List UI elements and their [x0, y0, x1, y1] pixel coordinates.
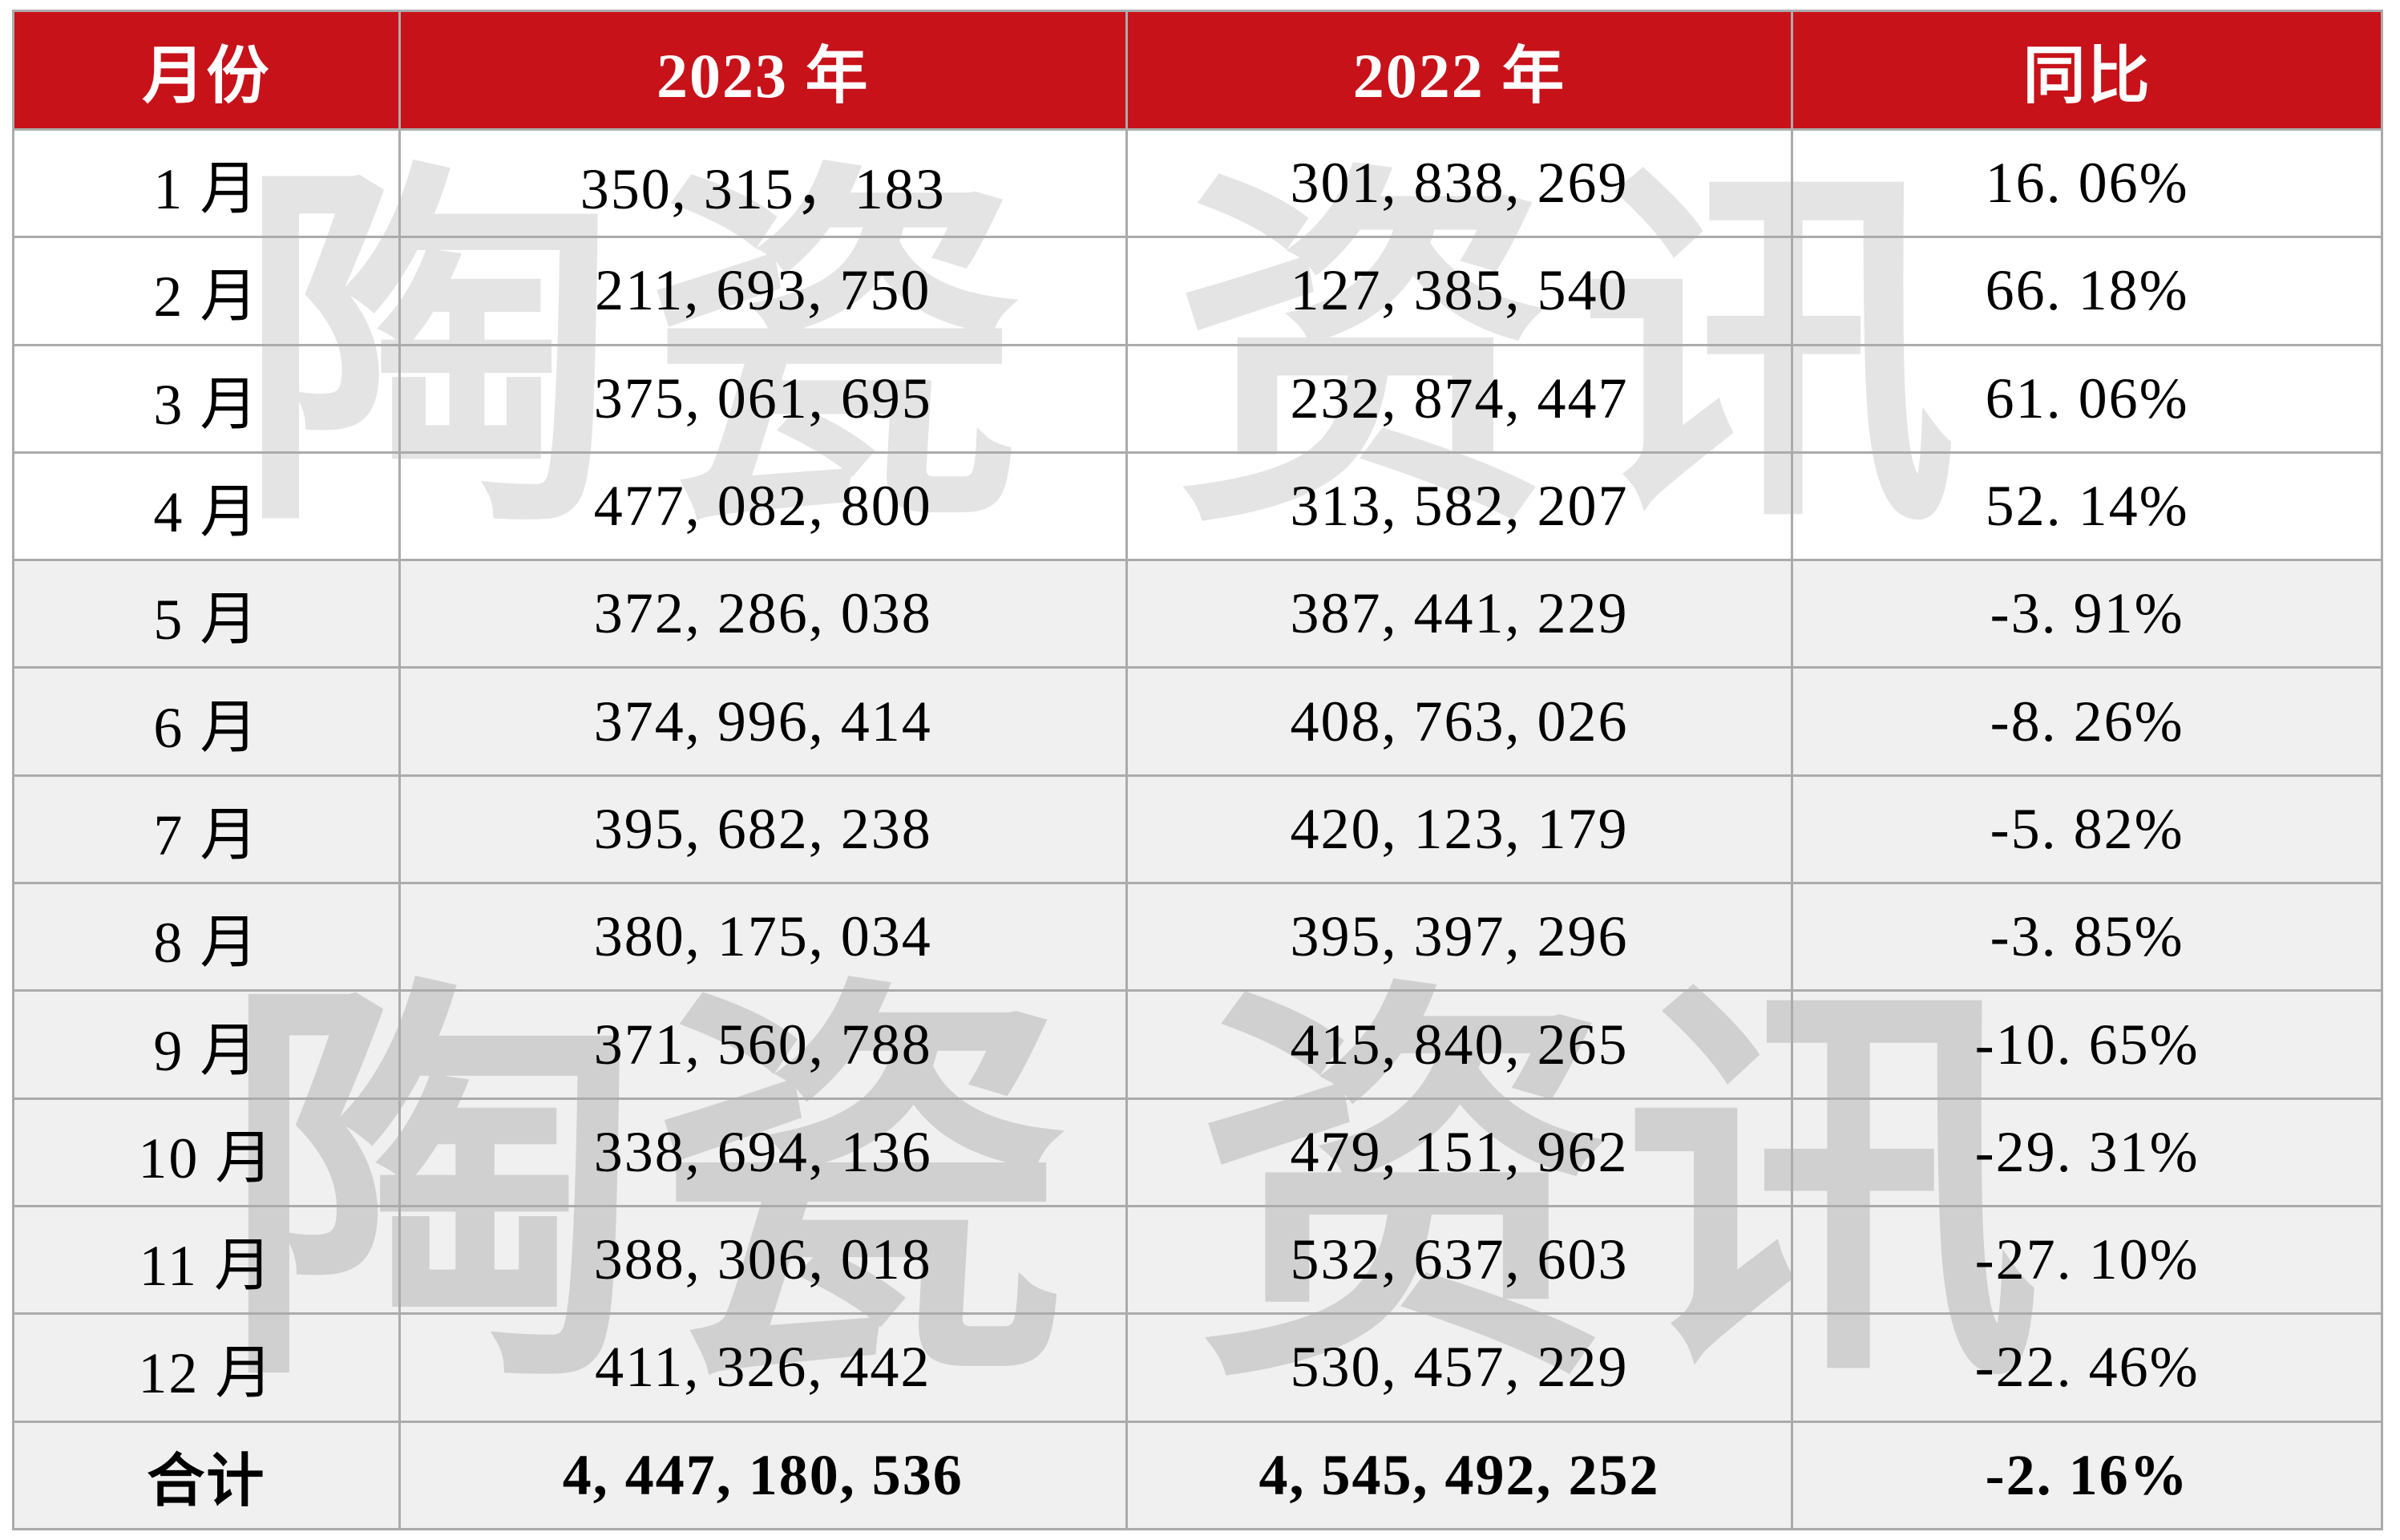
value-2023-cell: 372, 286, 038 — [398, 559, 1128, 669]
table-row: 12 月 411, 326, 442 530, 457, 229 -22. 46% — [12, 1312, 2383, 1423]
yoy-cell: -3. 91% — [1791, 559, 2383, 669]
table-row: 1 月 350, 315，183 301, 838, 269 16. 06% — [12, 127, 2383, 239]
yoy-cell: 52. 14% — [1791, 451, 2383, 562]
month-cell: 5 月 — [12, 559, 401, 669]
month-cell: 11 月 — [12, 1204, 401, 1316]
month-cell: 2 月 — [12, 236, 401, 346]
value-2023-cell: 395, 682, 238 — [398, 774, 1128, 885]
table-row: 10 月 338, 694, 136 479, 151, 962 -29. 31% — [12, 1097, 2383, 1207]
value-2022-cell: 313, 582, 207 — [1125, 451, 1794, 562]
value-2023-cell: 338, 694, 136 — [398, 1097, 1128, 1207]
table-body: 1 月 350, 315，183 301, 838, 269 16. 06% 2 月 21… — [12, 127, 2383, 1531]
column-header-2022: 2022 年 — [1125, 10, 1794, 131]
month-cell: 6 月 — [12, 666, 401, 777]
value-2023-cell: 374, 996, 414 — [398, 666, 1128, 777]
table-row: 8 月 380, 175, 034 395, 397, 296 -3. 85% — [12, 882, 2383, 992]
table-row: 2 月 211, 693, 750 127, 385, 540 66. 18% — [12, 236, 2383, 346]
table-row: 9 月 371, 560, 788 415, 840, 265 -10. 65% — [12, 989, 2383, 1100]
value-2023-cell: 411, 326, 442 — [398, 1312, 1128, 1423]
value-2022-cell: 4, 545, 492, 252 — [1125, 1420, 1794, 1531]
table-row: 6 月 374, 996, 414 408, 763, 026 -8. 26% — [12, 666, 2383, 777]
month-cell: 8 月 — [12, 882, 401, 992]
value-2022-cell: 408, 763, 026 — [1125, 666, 1794, 777]
month-cell: 1 月 — [12, 127, 401, 239]
column-header-month: 月份 — [12, 10, 401, 131]
value-2023-cell: 380, 175, 034 — [398, 882, 1128, 992]
value-2022-cell: 415, 840, 265 — [1125, 989, 1794, 1100]
yoy-cell: -8. 26% — [1791, 666, 2383, 777]
month-cell: 4 月 — [12, 451, 401, 562]
value-2022-cell: 530, 457, 229 — [1125, 1312, 1794, 1423]
month-cell: 12 月 — [12, 1312, 401, 1423]
value-2022-cell: 532, 637, 603 — [1125, 1204, 1794, 1316]
yoy-cell: -5. 82% — [1791, 774, 2383, 885]
yoy-cell: -3. 85% — [1791, 882, 2383, 992]
total-row: 合计 4, 447, 180, 536 4, 545, 492, 252 -2. 16… — [12, 1420, 2383, 1531]
yoy-cell: -22. 46% — [1791, 1312, 2383, 1423]
value-2023-cell: 371, 560, 788 — [398, 989, 1128, 1100]
value-2023-cell: 375, 061, 695 — [398, 343, 1128, 454]
month-cell: 7 月 — [12, 774, 401, 885]
yoy-cell: 66. 18% — [1791, 236, 2383, 346]
value-2023-cell: 4, 447, 180, 536 — [398, 1420, 1128, 1531]
yoy-cell: -10. 65% — [1791, 989, 2383, 1100]
table-row: 5 月 372, 286, 038 387, 441, 229 -3. 91% — [12, 559, 2383, 669]
value-2023-cell: 477, 082, 800 — [398, 451, 1128, 562]
table-row: 3 月 375, 061, 695 232, 874, 447 61. 06% — [12, 343, 2383, 454]
value-2022-cell: 232, 874, 447 — [1125, 343, 1794, 454]
value-2022-cell: 479, 151, 962 — [1125, 1097, 1794, 1207]
value-2022-cell: 127, 385, 540 — [1125, 236, 1794, 346]
table-row: 11 月 388, 306, 018 532, 637, 603 -27. 10% — [12, 1204, 2383, 1316]
monthly-data-table: 月份 2023 年 2022 年同比 1 月 350, 315，183 301, 838… — [12, 10, 2383, 1531]
column-header-yoy: 同比 — [1791, 10, 2383, 131]
month-cell: 3 月 — [12, 343, 401, 454]
value-2022-cell: 387, 441, 229 — [1125, 559, 1794, 669]
column-header-2023: 2023 年 — [398, 10, 1128, 131]
yoy-cell: 16. 06% — [1791, 127, 2383, 239]
month-cell: 9 月 — [12, 989, 401, 1100]
value-2022-cell: 420, 123, 179 — [1125, 774, 1794, 885]
value-2023-cell: 388, 306, 018 — [398, 1204, 1128, 1316]
yoy-cell: -29. 31% — [1791, 1097, 2383, 1207]
value-2023-cell: 211, 693, 750 — [398, 236, 1128, 346]
value-2023-cell: 350, 315，183 — [398, 127, 1128, 239]
yoy-cell: -27. 10% — [1791, 1204, 2383, 1316]
value-2022-cell: 301, 838, 269 — [1125, 127, 1794, 239]
table-row: 7 月 395, 682, 238 420, 123, 179 -5. 82% — [12, 774, 2383, 885]
header-row: 月份 2023 年 2022 年同比 — [12, 10, 2383, 131]
value-2022-cell: 395, 397, 296 — [1125, 882, 1794, 992]
yoy-cell: 61. 06% — [1791, 343, 2383, 454]
table-row: 4 月 477, 082, 800 313, 582, 207 52. 14% — [12, 451, 2383, 562]
yoy-cell: -2. 16% — [1791, 1420, 2383, 1531]
month-cell: 合计 — [12, 1420, 401, 1531]
month-cell: 10 月 — [12, 1097, 401, 1207]
